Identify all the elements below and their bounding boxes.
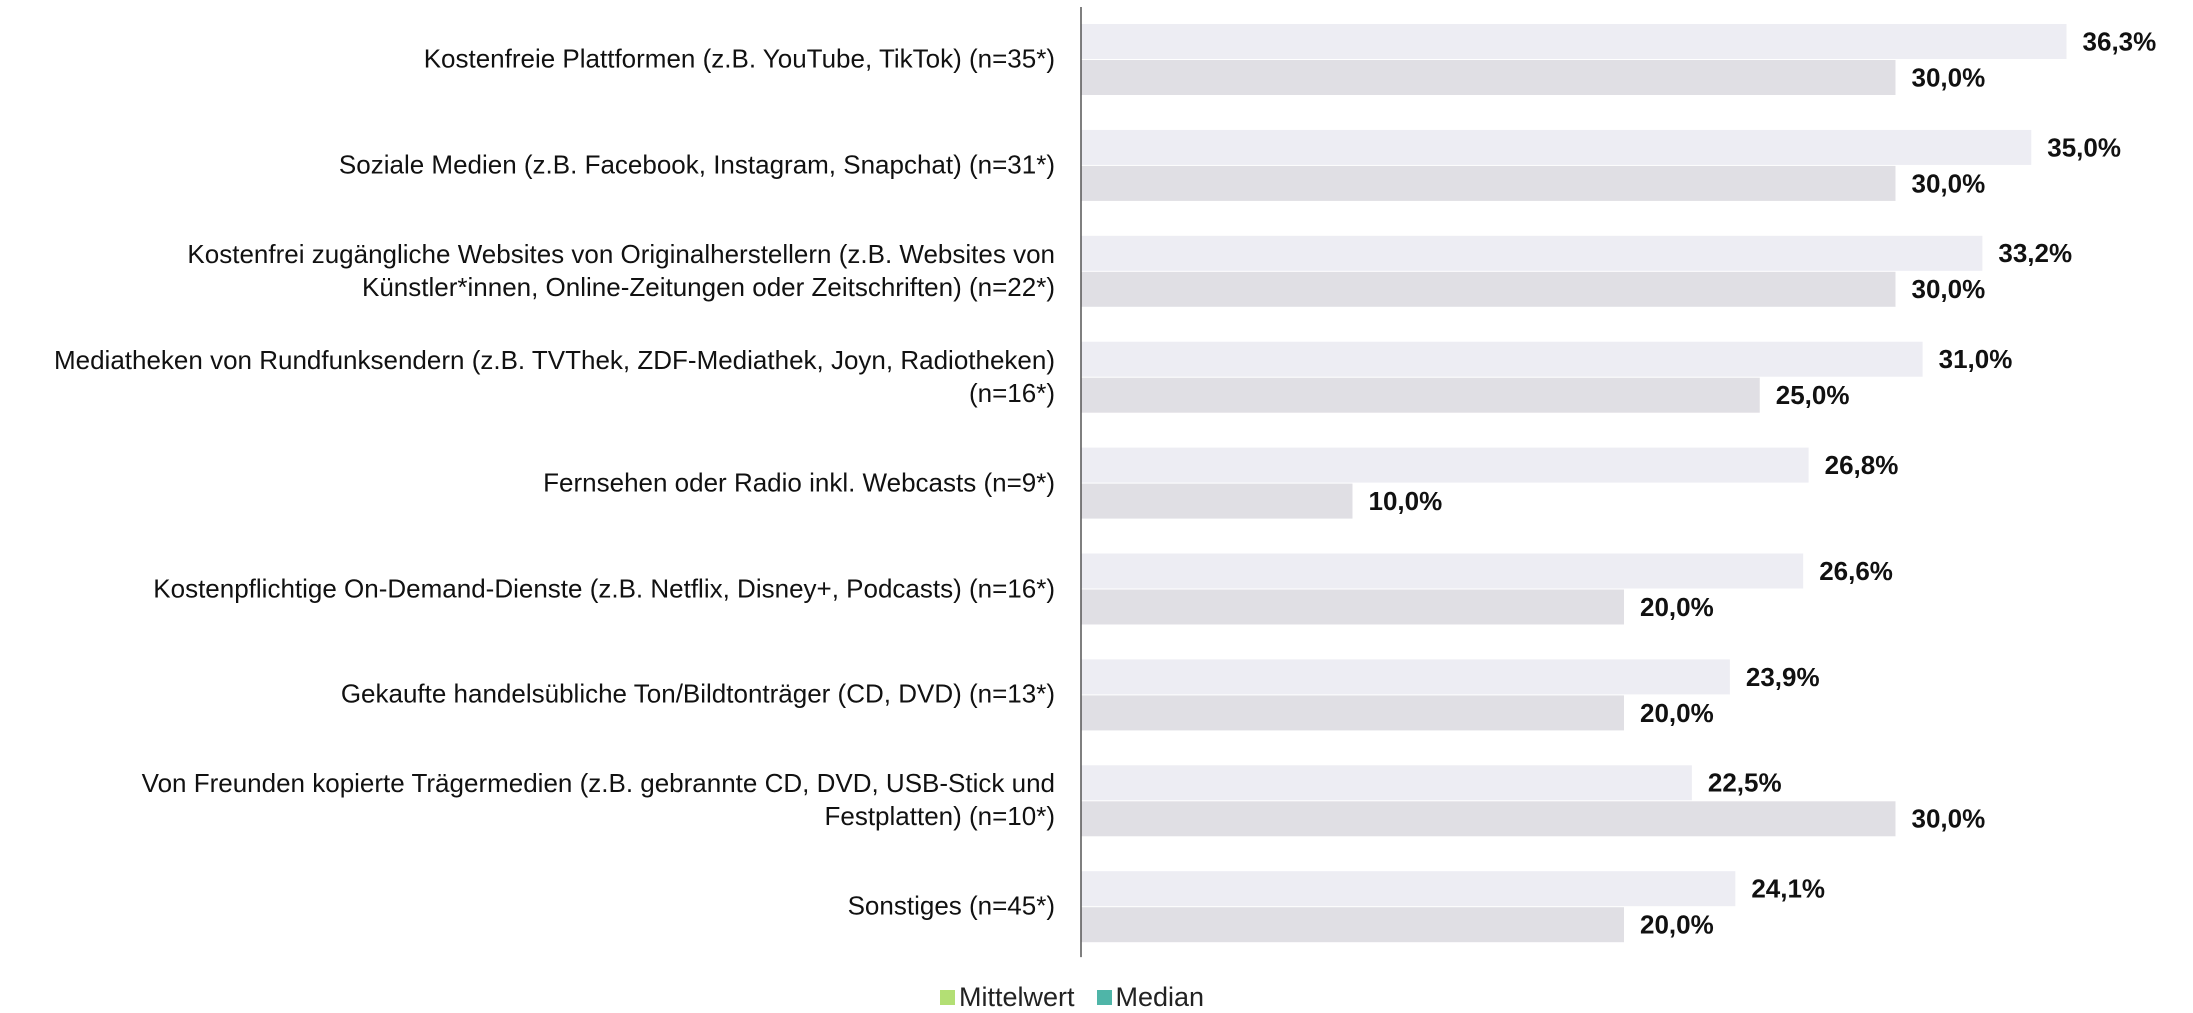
category-label: Gekaufte handelsübliche Ton/Bildtonträge… (340, 678, 1055, 709)
category-label: Kostenfreie Plattformen (z.B. YouTube, T… (423, 43, 1055, 74)
category-label: Mediatheken von Rundfunksendern (z.B. TV… (53, 344, 1055, 408)
legend-swatch (1096, 990, 1112, 1005)
bar (1081, 801, 1896, 837)
legend-swatch (940, 990, 955, 1005)
bar (1081, 235, 1983, 271)
category-label: Fernsehen oder Radio inkl. Webcasts (n=9… (543, 467, 1055, 498)
value-label: 20,0% (1640, 910, 1714, 940)
value-label: 36,3% (2083, 26, 2157, 56)
value-label: 22,5% (1708, 768, 1782, 798)
bar (1081, 483, 1353, 519)
category-label: Sonstiges (n=45*) (847, 890, 1055, 921)
bar (1081, 129, 2032, 165)
value-label: 30,0% (1912, 274, 1986, 304)
bar (1081, 165, 1896, 201)
legend-label: Median (1115, 982, 1205, 1012)
value-label: 33,2% (1998, 238, 2072, 268)
bar (1081, 765, 1692, 801)
legend-item: Median (1096, 982, 1205, 1013)
bar (1081, 60, 1896, 95)
legend: Mittelwert Median (940, 982, 1204, 1013)
bar (1081, 377, 1760, 413)
bar (1081, 553, 1804, 589)
bar (1081, 659, 1730, 695)
legend-item: Mittelwert (940, 982, 1075, 1013)
bar (1081, 871, 1736, 907)
category-label: Soziale Medien (z.B. Facebook, Instagram… (338, 149, 1055, 180)
category-label: Kostenpflichtige On-Demand-Dienste (z.B.… (153, 573, 1055, 603)
value-label: 26,8% (1825, 450, 1899, 480)
bar (1081, 24, 2067, 59)
value-label: 30,0% (1912, 804, 1986, 834)
category-label: Von Freunden kopierte Trägermedien (z.B.… (141, 768, 1055, 832)
bar (1081, 447, 1809, 483)
value-label: 30,0% (1912, 168, 1986, 198)
value-label: 20,0% (1640, 698, 1714, 728)
value-label: 30,0% (1912, 62, 1986, 92)
value-label: 20,0% (1640, 592, 1714, 622)
value-label: 10,0% (1369, 486, 1443, 516)
value-label: 31,0% (1939, 344, 2013, 374)
category-label: Kostenfrei zugängliche Websites von Orig… (187, 238, 1055, 302)
bar (1081, 271, 1896, 307)
bar (1081, 341, 1923, 377)
bar (1081, 695, 1624, 731)
value-label: 35,0% (2047, 132, 2121, 162)
bar (1081, 907, 1624, 943)
value-label: 23,9% (1746, 662, 1820, 692)
legend-label: Mittelwert (959, 982, 1075, 1012)
value-label: 25,0% (1776, 380, 1850, 410)
value-label: 24,1% (1751, 874, 1825, 904)
value-label: 26,6% (1819, 556, 1893, 586)
bar (1081, 589, 1624, 625)
